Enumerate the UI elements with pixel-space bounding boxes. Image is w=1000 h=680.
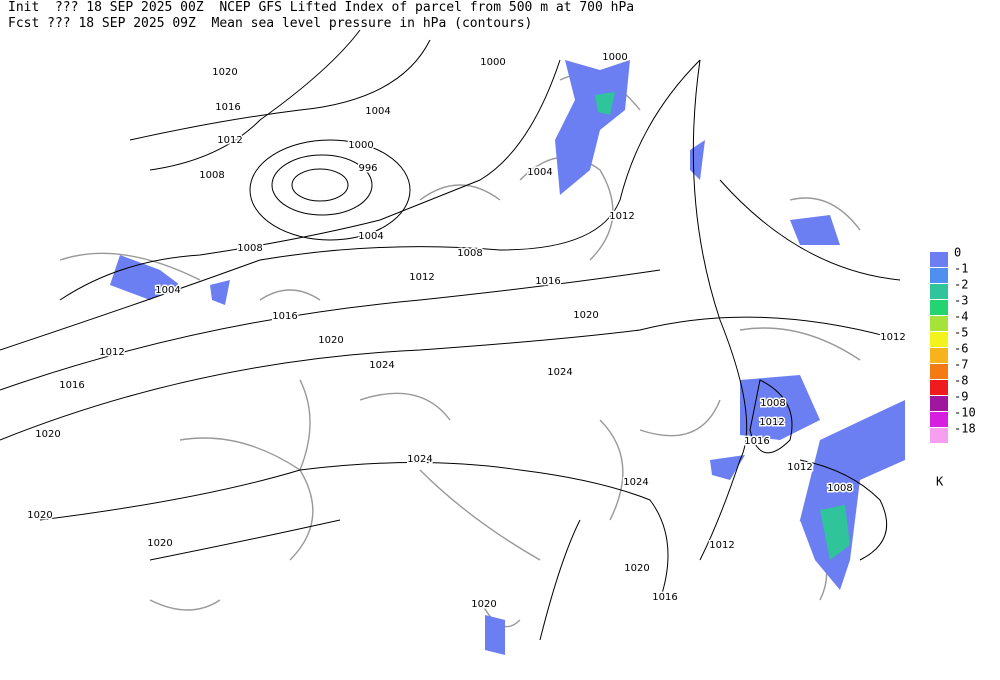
contour-label: 1012: [217, 135, 242, 146]
contour-label: 1004: [155, 285, 180, 296]
contour-label: 1012: [759, 417, 784, 428]
contour-label: 1008: [237, 243, 262, 254]
legend-swatch: [930, 396, 948, 411]
contour-label: 1000: [348, 140, 373, 151]
legend-label: -7: [954, 358, 968, 372]
legend-label: -3: [954, 294, 968, 308]
legend-label: -6: [954, 342, 968, 356]
legend-label: -8: [954, 374, 968, 388]
contour-label: 1024: [369, 360, 394, 371]
contour-label: 1020: [147, 538, 172, 549]
contour-label: 1020: [624, 563, 649, 574]
legend-swatch: [930, 348, 948, 363]
legend-label: -9: [954, 390, 968, 404]
header-init: Init ??? 18 SEP 2025 00Z NCEP GFS Lifted…: [8, 0, 634, 15]
lifted-index-areas: [110, 60, 905, 655]
legend-swatch: [930, 268, 948, 283]
contour-label: 1016: [59, 380, 84, 391]
legend-swatch: [930, 380, 948, 395]
contour-label: 1024: [623, 477, 648, 488]
contour-labels: 1020 1016 1012 1008 1004 1000 996 1004 1000 1000 1…: [26, 51, 907, 612]
contour-label: 1004: [358, 231, 383, 242]
contour-label: 1016: [652, 592, 677, 603]
legend: 0 -1 -2 -3 -4 -5 -6 -7 -8 -9 -10 -18: [930, 246, 976, 443]
header-fcst: Fcst ??? 18 SEP 2025 09Z Mean sea level …: [8, 16, 532, 31]
legend-label: -1: [954, 262, 968, 276]
legend-swatch: [930, 332, 948, 347]
legend-swatch: [930, 364, 948, 379]
contour-label: 1020: [471, 599, 496, 610]
legend-label: -18: [954, 422, 976, 436]
contour-label: 1016: [535, 276, 560, 287]
legend-label: -4: [954, 310, 968, 324]
contour-label: 1012: [880, 332, 905, 343]
isobars: [0, 29, 901, 641]
legend-label: -10: [954, 406, 976, 420]
legend-swatch: [930, 428, 948, 443]
contour-label: 1008: [760, 398, 785, 409]
contour-label: 1020: [212, 67, 237, 78]
legend-swatch: [930, 316, 948, 331]
contour-label: 1008: [827, 483, 852, 494]
legend-label: -2: [954, 278, 968, 292]
contour-label: 1012: [99, 347, 124, 358]
contour-label: 1012: [787, 462, 812, 473]
contour-label: 1000: [602, 52, 627, 63]
contour-label: 1024: [547, 367, 572, 378]
coastlines: [59, 73, 861, 628]
legend-unit: K: [936, 475, 944, 489]
contour-label: 1016: [272, 311, 297, 322]
contour-label: 1020: [27, 510, 52, 521]
contour-label: 1016: [744, 436, 769, 447]
contour-label: 1020: [318, 335, 343, 346]
contour-label: 1016: [215, 102, 240, 113]
contour-label: 1024: [407, 454, 432, 465]
contour-label: 1008: [199, 170, 224, 181]
legend-swatch: [930, 412, 948, 427]
contour-label: 1012: [709, 540, 734, 551]
contour-label: 1020: [35, 429, 60, 440]
legend-swatch: [930, 300, 948, 315]
contour-label: 1012: [609, 211, 634, 222]
contour-label: 1000: [480, 57, 505, 68]
contour-label: 1004: [365, 106, 390, 117]
legend-swatch: [930, 284, 948, 299]
contour-label: 1012: [409, 272, 434, 283]
contour-label: 996: [358, 163, 377, 174]
contour-label: 1020: [573, 310, 598, 321]
legend-label: -5: [954, 326, 968, 340]
contour-label: 1008: [457, 248, 482, 259]
legend-label: 0: [954, 246, 961, 260]
contour-label: 1004: [527, 167, 552, 178]
legend-swatch: [930, 252, 948, 267]
